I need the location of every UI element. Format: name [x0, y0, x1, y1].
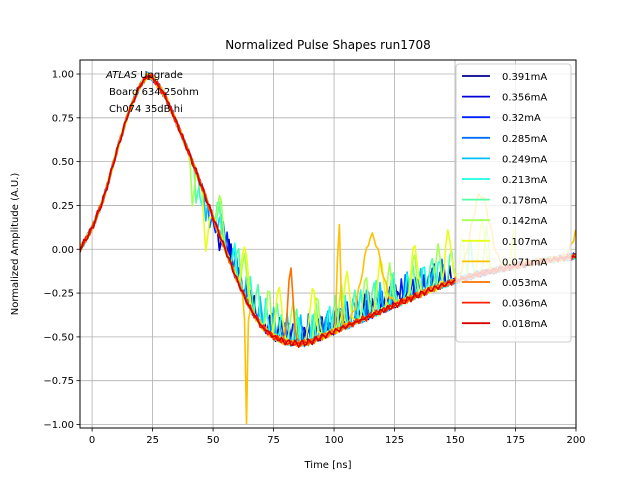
chart-title: Normalized Pulse Shapes run1708 — [225, 38, 431, 52]
legend-item: 0.285mA — [462, 134, 547, 145]
y-tick-label: −0.25 — [43, 289, 74, 300]
legend-label: 0.32mA — [502, 113, 541, 124]
legend: 0.391mA 0.356mA 0.32mA 0.285mA 0.249mA 0.213m… — [455, 63, 572, 343]
x-axis-label: Time [ns] — [303, 460, 351, 471]
legend-label: 0.391mA — [502, 72, 547, 83]
legend-item: 0.249mA — [462, 154, 547, 165]
legend-item: 0.178mA — [462, 196, 547, 207]
legend-label: 0.142mA — [502, 216, 547, 227]
legend-label: 0.356mA — [502, 93, 547, 104]
legend-item: 0.356mA — [462, 93, 547, 104]
legend-label: 0.178mA — [502, 196, 547, 207]
y-tick-label: −1.00 — [43, 420, 74, 431]
annotation-atlas: ATLAS — [105, 70, 138, 81]
y-tick-label: 0.00 — [52, 245, 74, 256]
x-axis-ticks: 0 25 50 75 100 125 150 175 200 — [89, 428, 586, 446]
annotation-channel: Ch074 35dB hi — [109, 104, 183, 115]
x-tick-label: 125 — [385, 435, 404, 446]
annotation-board: Board 634 25ohm — [109, 87, 199, 98]
legend-box — [455, 63, 572, 343]
legend-item: 0.391mA — [462, 72, 547, 83]
x-tick-label: 0 — [89, 435, 95, 446]
y-tick-label: 0.25 — [52, 201, 74, 212]
x-tick-label: 75 — [267, 435, 280, 446]
x-tick-label: 175 — [506, 435, 525, 446]
legend-label: 0.213mA — [502, 175, 547, 186]
x-tick-label: 50 — [207, 435, 220, 446]
legend-item: 0.018mA — [462, 319, 547, 330]
legend-item: 0.071mA — [462, 257, 547, 268]
x-tick-label: 25 — [146, 435, 159, 446]
x-tick-label: 200 — [566, 435, 585, 446]
legend-label: 0.107mA — [502, 237, 547, 248]
legend-label: 0.018mA — [502, 319, 547, 330]
legend-item: 0.053mA — [462, 278, 547, 289]
y-tick-label: −0.75 — [43, 376, 74, 387]
x-tick-label: 100 — [325, 435, 344, 446]
legend-label: 0.249mA — [502, 154, 547, 165]
legend-item: 0.213mA — [462, 175, 547, 186]
y-tick-label: −0.50 — [43, 332, 74, 343]
annotation-block: ATLAS Upgrade Board 634 25ohm Ch074 35dB… — [105, 70, 199, 115]
legend-label: 0.071mA — [502, 257, 547, 268]
y-tick-label: 1.00 — [52, 70, 74, 81]
legend-item: 0.036mA — [462, 299, 547, 310]
legend-item: 0.142mA — [462, 216, 547, 227]
plot-frame — [79, 59, 577, 429]
x-tick-label: 150 — [445, 435, 464, 446]
y-axis-label: Normalized Amplitude (A.U.) — [10, 173, 21, 316]
legend-item: 0.32mA — [462, 113, 541, 124]
y-tick-label: 0.75 — [52, 113, 74, 124]
legend-label: 0.053mA — [502, 278, 547, 289]
y-axis-ticks: −1.00 −0.75 −0.50 −0.25 0.00 0.25 0.50 0.75 1.00 — [43, 70, 80, 431]
legend-label: 0.036mA — [502, 299, 547, 310]
legend-item: 0.107mA — [462, 237, 547, 248]
legend-label: 0.285mA — [502, 134, 547, 145]
annotation-upgrade: Upgrade — [137, 70, 183, 81]
svg-text:ATLAS Upgrade: ATLAS Upgrade — [105, 70, 183, 81]
y-tick-label: 0.50 — [52, 157, 74, 168]
